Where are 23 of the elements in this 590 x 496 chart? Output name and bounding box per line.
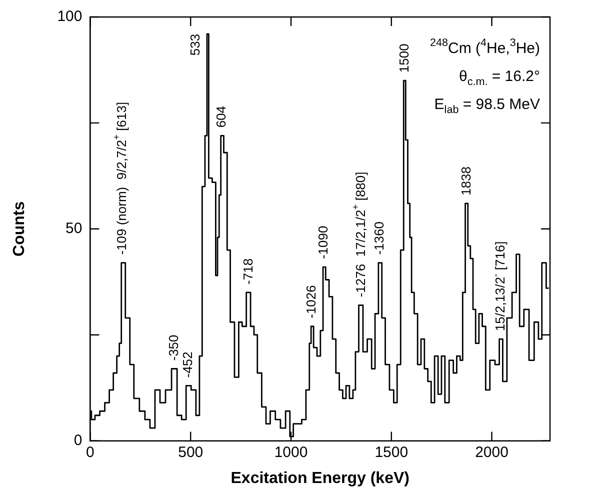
annotation: -350 [166,334,182,361]
x-tick-label: 2000 [475,444,508,461]
annotation: -109 (norm) 9/2,7/2+ [613] [112,102,129,255]
annotation: 1838 [458,166,474,196]
y-tick-label: 50 [66,220,82,238]
x-tick-label: 500 [178,444,204,461]
annotation: 604 [213,106,228,128]
annotation: 533 [187,34,202,56]
x-tick-label: 0 [86,444,94,461]
annotation: -1090 [316,226,331,260]
y-axis-title: Counts [11,201,28,256]
annotation: -452 [180,352,196,378]
annotation: -1276 17/2,1/2+ [880] [350,172,368,298]
y-tick-label: 0 [74,432,82,449]
x-axis-title: Excitation Energy (keV) [230,470,410,487]
annotation: -718 [240,258,256,284]
annotation: -1360 [372,222,387,255]
annotation: -1026 [303,285,318,318]
y-tick-label: 100 [57,8,82,26]
x-tick-label: 1000 [274,444,308,461]
annotation: 15/2,13/2- [716] [490,241,508,332]
annotation: 1500 [396,44,412,73]
x-tick-label: 1500 [374,444,408,461]
